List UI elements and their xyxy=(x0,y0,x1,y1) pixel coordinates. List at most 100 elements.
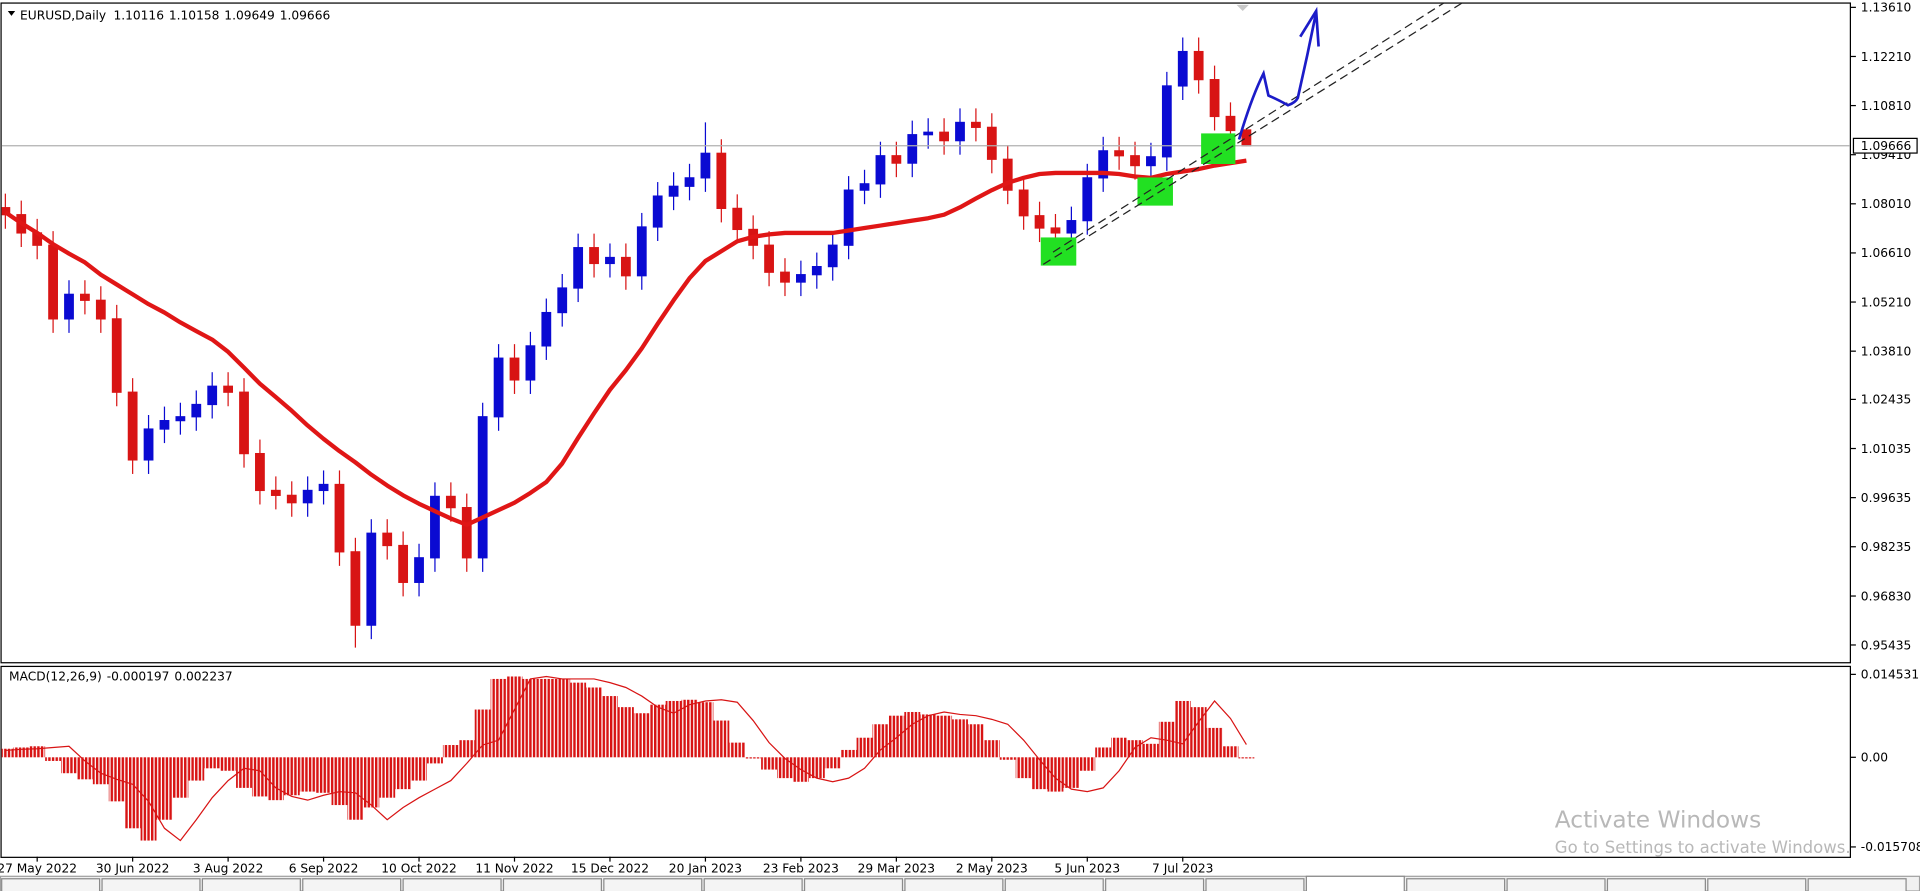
tab[interactable] xyxy=(703,878,803,891)
candle-body xyxy=(493,357,504,418)
price-plot xyxy=(1,37,1850,648)
x-tick-label: 3 Aug 2022 xyxy=(193,862,263,876)
candle-body xyxy=(859,183,870,191)
macd-bar xyxy=(952,719,968,758)
candle-body xyxy=(764,244,774,273)
macd-bar xyxy=(315,757,332,793)
macd-bar xyxy=(936,715,953,758)
tab[interactable] xyxy=(1205,878,1305,891)
tab[interactable] xyxy=(1506,878,1606,891)
candle-body xyxy=(1034,215,1045,229)
y-tick-label: 1.12210 xyxy=(1861,50,1912,64)
x-tick-label: 27 May 2022 xyxy=(0,862,77,876)
macd-bar xyxy=(379,757,396,798)
candle-body xyxy=(1082,177,1093,222)
candle-body xyxy=(1146,156,1156,167)
tab[interactable] xyxy=(1606,878,1706,891)
x-tick-label: 29 Mar 2023 xyxy=(858,862,935,876)
y-tick-label: 1.06610 xyxy=(1861,246,1912,260)
candle-body xyxy=(175,416,186,422)
macd-bar xyxy=(1174,700,1191,758)
candle-body xyxy=(684,177,695,187)
macd-bar xyxy=(283,757,300,796)
macd-bar xyxy=(251,757,268,797)
macd-bar xyxy=(761,757,778,770)
tab[interactable] xyxy=(1004,878,1104,891)
chart-tabs xyxy=(0,875,1920,891)
macd-bar xyxy=(888,715,905,758)
candle-body xyxy=(143,428,154,461)
macd-bar xyxy=(904,711,921,758)
signal-value: 0.002237 xyxy=(174,669,232,683)
candle-body xyxy=(986,126,997,160)
candle-body xyxy=(605,256,615,265)
tab[interactable] xyxy=(101,878,201,891)
tab[interactable] xyxy=(1707,878,1807,891)
macd-bar xyxy=(570,682,587,758)
macd-bar xyxy=(1158,721,1175,758)
highlight-box xyxy=(1040,237,1077,266)
tab[interactable] xyxy=(803,878,904,891)
macd-bar xyxy=(363,757,380,808)
macd-bar xyxy=(1063,757,1080,788)
candle-body xyxy=(1241,129,1252,147)
candle-body xyxy=(270,489,281,496)
tab[interactable] xyxy=(302,878,402,891)
y-tick-label: 1.10810 xyxy=(1861,99,1912,113)
candle-body xyxy=(891,155,902,164)
candle-body xyxy=(716,152,727,209)
macd-bar xyxy=(140,757,157,841)
macd-bar xyxy=(156,757,173,820)
candle-body xyxy=(207,385,218,406)
candle-body xyxy=(191,403,202,418)
candle-body xyxy=(111,318,122,393)
macd-bar xyxy=(1190,707,1207,758)
candle-body xyxy=(159,420,170,430)
macd-bar xyxy=(458,740,475,758)
candle-body xyxy=(48,244,58,320)
tab[interactable] xyxy=(904,878,1004,891)
macd-bar xyxy=(1206,727,1223,758)
candle-body xyxy=(414,557,424,583)
x-tick-label: 20 Jan 2023 xyxy=(669,862,742,876)
macd-bar xyxy=(617,707,634,758)
macd-bar xyxy=(554,678,571,758)
tab[interactable] xyxy=(1105,878,1205,891)
macd-bar xyxy=(267,757,284,801)
y-tick-label: 1.02435 xyxy=(1861,393,1912,407)
macd-bar xyxy=(1095,747,1112,758)
macd-bar xyxy=(808,757,825,779)
tab[interactable] xyxy=(603,878,703,891)
macd-bar xyxy=(1015,757,1032,779)
active-tab[interactable] xyxy=(1305,875,1405,891)
tab[interactable] xyxy=(402,878,502,891)
tab[interactable] xyxy=(1406,878,1506,891)
macd-bar xyxy=(347,757,364,820)
candle-body xyxy=(620,256,631,277)
macd-bar xyxy=(188,757,205,781)
tab[interactable] xyxy=(1,878,101,891)
tab[interactable] xyxy=(502,878,603,891)
candle-body xyxy=(557,287,568,314)
macd-bar xyxy=(1031,757,1048,790)
tab[interactable] xyxy=(1807,878,1907,891)
chart-header: EURUSD,Daily 1.10116 1.10158 1.09649 1.09666 xyxy=(20,9,330,23)
macd-title: MACD(12,26,9) xyxy=(9,669,102,683)
candle-body xyxy=(255,452,265,492)
candle-body xyxy=(1002,158,1013,191)
candle-body xyxy=(700,152,711,179)
signal-line xyxy=(5,675,1247,842)
x-tick-label: 6 Sep 2022 xyxy=(289,862,359,876)
macd-bar xyxy=(777,757,793,779)
candle-body xyxy=(1177,50,1188,87)
tab[interactable] xyxy=(201,878,301,891)
y-tick-label: 0.00 xyxy=(1861,751,1888,765)
menu-arrow[interactable] xyxy=(7,11,16,16)
candle-body xyxy=(1193,50,1204,81)
watermark-title: Activate Windows xyxy=(1555,806,1761,833)
y-tick-label: 0.96830 xyxy=(1861,589,1912,603)
macd-bar xyxy=(172,757,189,798)
candle-body xyxy=(239,391,249,455)
